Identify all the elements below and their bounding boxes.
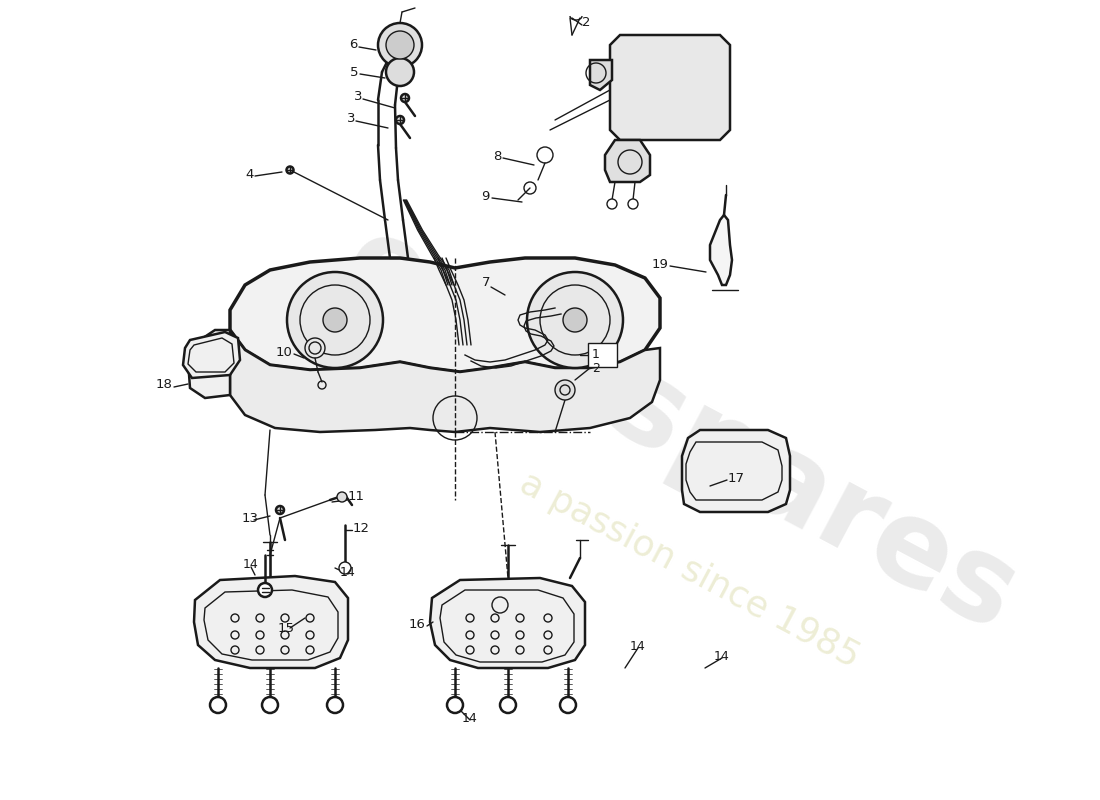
Text: 2: 2 <box>592 362 600 374</box>
Circle shape <box>323 308 346 332</box>
Text: 14: 14 <box>630 639 646 653</box>
Text: 6: 6 <box>349 38 358 51</box>
Text: 14: 14 <box>243 558 258 571</box>
Text: 16: 16 <box>408 618 425 630</box>
Text: 3: 3 <box>353 90 362 102</box>
FancyBboxPatch shape <box>588 343 617 367</box>
Text: 11: 11 <box>348 490 365 503</box>
Text: eurospares: eurospares <box>323 204 1036 656</box>
Circle shape <box>337 492 346 502</box>
Text: 8: 8 <box>494 150 502 162</box>
Circle shape <box>378 23 422 67</box>
Text: 12: 12 <box>353 522 370 534</box>
Polygon shape <box>188 330 230 398</box>
Circle shape <box>560 697 576 713</box>
Text: 14: 14 <box>462 711 477 725</box>
Circle shape <box>563 308 587 332</box>
Polygon shape <box>605 140 650 182</box>
Text: 19: 19 <box>651 258 668 270</box>
Circle shape <box>262 697 278 713</box>
Circle shape <box>305 338 324 358</box>
Circle shape <box>386 31 414 59</box>
Circle shape <box>286 166 294 174</box>
Text: 9: 9 <box>482 190 490 202</box>
Text: 10: 10 <box>275 346 292 358</box>
Circle shape <box>396 116 404 124</box>
Text: 2: 2 <box>582 15 591 29</box>
Circle shape <box>402 94 409 102</box>
Text: 1: 1 <box>592 349 600 362</box>
Polygon shape <box>590 60 612 90</box>
Circle shape <box>210 697 225 713</box>
Circle shape <box>339 562 351 574</box>
Circle shape <box>556 380 575 400</box>
Polygon shape <box>610 35 730 140</box>
Text: 3: 3 <box>346 111 355 125</box>
Text: 15: 15 <box>278 622 295 634</box>
Text: 17: 17 <box>728 471 745 485</box>
Text: 5: 5 <box>350 66 358 78</box>
Text: 13: 13 <box>242 511 258 525</box>
Circle shape <box>447 697 463 713</box>
Polygon shape <box>710 215 732 285</box>
Circle shape <box>386 58 414 86</box>
Polygon shape <box>230 330 660 432</box>
Polygon shape <box>682 430 790 512</box>
Text: 7: 7 <box>482 277 490 290</box>
Circle shape <box>287 272 383 368</box>
Circle shape <box>258 583 272 597</box>
Circle shape <box>628 199 638 209</box>
Polygon shape <box>230 258 660 372</box>
Text: a passion since 1985: a passion since 1985 <box>515 466 866 674</box>
Text: 18: 18 <box>155 378 172 391</box>
Text: 4: 4 <box>245 167 254 181</box>
Circle shape <box>276 506 284 514</box>
Circle shape <box>327 697 343 713</box>
Polygon shape <box>183 332 240 378</box>
Text: 14: 14 <box>714 650 729 662</box>
Polygon shape <box>430 578 585 668</box>
Circle shape <box>500 697 516 713</box>
Polygon shape <box>194 576 348 668</box>
Circle shape <box>527 272 623 368</box>
Circle shape <box>607 199 617 209</box>
Text: 14: 14 <box>340 566 355 578</box>
